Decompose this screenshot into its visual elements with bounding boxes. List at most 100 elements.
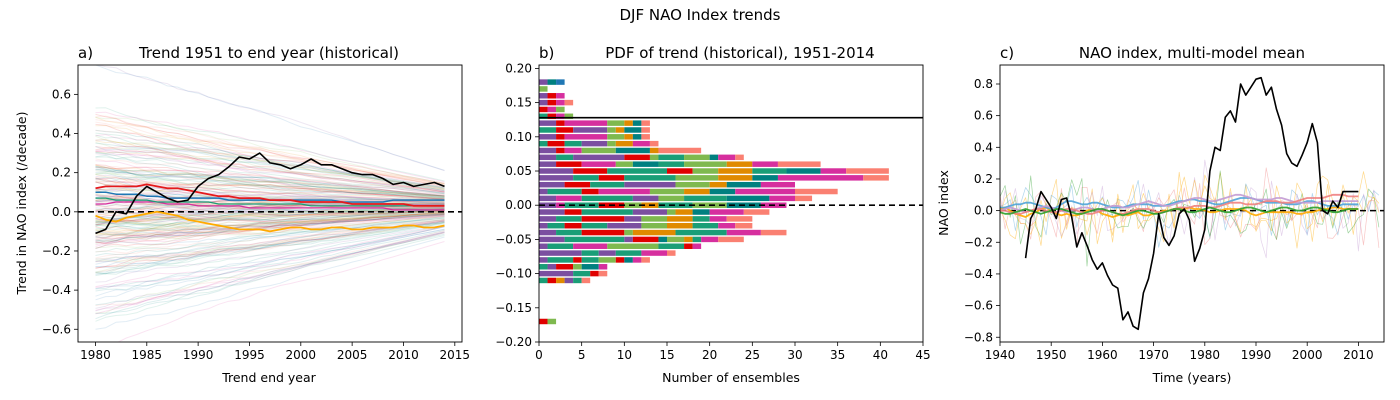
ensemble-member-line	[95, 206, 445, 214]
histogram-bar-segment	[743, 209, 770, 215]
model-member-line	[1000, 170, 1380, 267]
ensemble-member-line	[95, 220, 445, 269]
histogram-bar-segment	[675, 181, 710, 188]
histogram-bar-segment	[769, 195, 795, 202]
histogram-bar-segment	[624, 154, 650, 161]
model-member-line	[1000, 167, 1380, 248]
ensemble-member-line	[95, 226, 445, 288]
ensemble-member-line	[95, 217, 445, 256]
ensemble-member-line	[95, 228, 445, 297]
histogram-bar-segment	[573, 168, 608, 174]
histogram-bar-segment	[556, 264, 574, 270]
ensemble-member-line	[95, 115, 445, 185]
ensemble-member-line	[95, 231, 445, 309]
ensemble-member-line	[95, 164, 445, 196]
histogram-bar-segment	[692, 216, 710, 222]
ensemble-member-line	[95, 209, 445, 228]
ensemble-member-line	[95, 208, 445, 220]
histogram-bar-segment	[786, 168, 821, 174]
ensemble-member-line	[95, 221, 445, 274]
ensemble-member-line	[95, 209, 445, 227]
ensemble-member-line	[95, 210, 445, 227]
panel-b-ytick-label: −0.10	[495, 267, 532, 281]
ensemble-member-line	[95, 231, 445, 311]
panel-b-ytick-label: 0.20	[505, 61, 532, 75]
ensemble-member-line	[95, 212, 445, 239]
ensemble-member-line	[95, 150, 445, 193]
ensemble-member-line	[95, 117, 445, 184]
histogram-bar-segment	[632, 195, 659, 202]
histogram-bar-segment	[692, 168, 719, 174]
ensemble-member-line	[95, 134, 445, 189]
ensemble-member-line	[95, 177, 445, 200]
histogram-bar-segment	[726, 216, 753, 222]
panel-b-ytick-label: −0.15	[495, 301, 532, 315]
panel-c-label: c)	[1000, 44, 1014, 62]
panel-b-ytick-label: 0.15	[505, 96, 532, 110]
histogram-bar-segment	[607, 120, 625, 126]
histogram-bar-segment	[581, 209, 633, 215]
histogram-bar-segment	[692, 209, 710, 215]
histogram-bar-segment	[556, 79, 565, 85]
panel-a-xtick-label: 2000	[286, 348, 317, 362]
panel-c-xtick-label: 1940	[985, 348, 1016, 362]
ensemble-member-line	[95, 149, 445, 193]
histogram-bar-segment	[641, 250, 667, 256]
ensemble-member-line	[95, 170, 445, 198]
histogram-bar-segment	[777, 175, 864, 181]
panel-c: c) NAO index, multi-model mean Time (yea…	[936, 44, 1385, 385]
histogram-bar-segment	[598, 264, 608, 270]
ensemble-member-line	[95, 218, 445, 260]
histogram-bar-segment	[658, 202, 693, 208]
panel-c-xtick-label: 1970	[1138, 348, 1169, 362]
ensemble-member-line	[95, 209, 445, 221]
histogram-bar-segment	[692, 222, 719, 229]
ensemble-member-line	[95, 181, 445, 202]
ensemble-member-line	[95, 152, 445, 194]
ensemble-member-line	[95, 216, 445, 253]
histogram-bar-segment	[564, 236, 625, 243]
histogram-bar-segment	[547, 222, 565, 229]
histogram-bar-segment	[539, 216, 557, 222]
ensemble-member-line	[95, 212, 445, 236]
histogram-bar-segment	[556, 127, 574, 133]
ensemble-member-line	[95, 167, 445, 197]
histogram-bar-segment	[556, 195, 582, 202]
ensemble-member-line	[95, 188, 445, 202]
ensemble-member-line	[95, 129, 445, 188]
ensemble-member-line	[95, 213, 445, 239]
panel-c-ytick-label: −0.4	[964, 267, 993, 281]
histogram-bar-segment	[539, 202, 557, 208]
ensemble-member-line	[95, 215, 445, 247]
ensemble-member-line	[95, 207, 445, 220]
panel-a-ytick-label: −0.2	[42, 244, 71, 258]
histogram-bar-segment	[547, 277, 557, 284]
ensemble-member-line	[95, 204, 445, 212]
ensemble-member-line	[95, 203, 445, 214]
ensemble-member-line	[95, 209, 445, 225]
histogram-bar-segment	[564, 140, 582, 147]
histogram-bar-segment	[718, 175, 753, 181]
ensemble-member-line	[95, 214, 445, 246]
histogram-bar-segment	[539, 257, 548, 263]
histogram-bar-segment	[547, 106, 557, 113]
ensemble-member-line	[95, 154, 445, 195]
histogram-bar-segment	[624, 175, 676, 181]
ensemble-member-line	[95, 111, 445, 183]
histogram-bar-segment	[632, 236, 659, 243]
panel-b-xtick-label: 0	[535, 348, 543, 362]
panel-c-ytick-label: 0.4	[974, 140, 993, 154]
histogram-bar-segment	[709, 216, 727, 222]
histogram-bar-segment	[735, 188, 795, 195]
ensemble-member-line	[95, 229, 445, 306]
histogram-bar-segment	[598, 175, 625, 181]
histogram-bar-segment	[607, 127, 616, 133]
ensemble-member-line	[95, 219, 445, 262]
panel-a-xtick-label: 1990	[183, 348, 214, 362]
panel-c-ytick-label: −0.8	[964, 330, 993, 344]
histogram-bar-segment	[760, 181, 795, 188]
panel-c-xtick-label: 1950	[1036, 348, 1067, 362]
histogram-bar-segment	[564, 209, 582, 215]
ensemble-member-line	[95, 216, 445, 250]
panel-c-xtick-label: 1990	[1241, 348, 1272, 362]
